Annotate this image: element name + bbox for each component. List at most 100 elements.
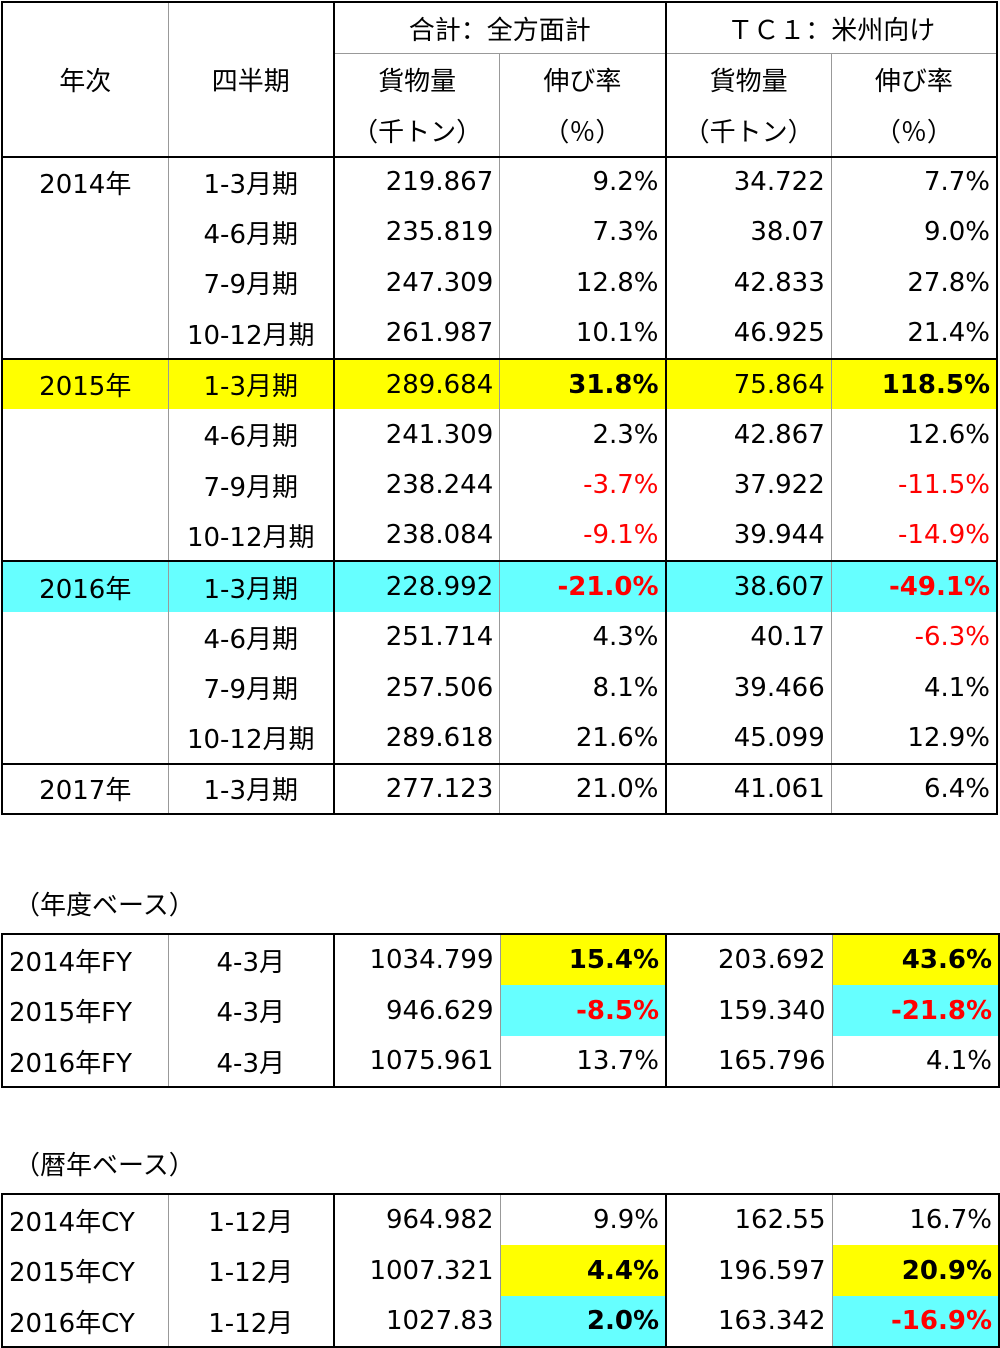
quarterly-table: 年次 四半期 合計：全方面計 ＴＣ１：米州向け 貨物量 伸び率 貨物量 伸び率 …: [1, 1, 998, 816]
cell-quarter: 1-3月期: [167, 156, 334, 208]
cell-growth-total: 9.2%: [499, 156, 666, 208]
cell-volume-tc1: 42.867: [664, 409, 832, 461]
cell-period: 4-3月: [167, 985, 334, 1036]
cell-volume-total: 257.506: [333, 662, 500, 714]
cell-growth-tc1: 16.7%: [831, 1194, 999, 1245]
cell-volume-tc1: 159.340: [665, 985, 832, 1036]
cell-year: 2016年: [1, 560, 168, 612]
table-row: 10-12月期 289.618 21.6% 45.099 12.9%: [1, 713, 997, 764]
cell-growth-total: 21.6%: [499, 713, 666, 764]
cell-growth-tc1: 12.9%: [830, 713, 997, 764]
cell-growth-tc1: 4.1%: [830, 662, 997, 714]
cell-year: [1, 308, 168, 359]
table-row: 2015年 1-3月期 289.684 31.8% 75.864 118.5%: [1, 357, 997, 410]
cell-growth-total: 31.8%: [499, 357, 666, 410]
cell-growth-tc1: -49.1%: [830, 560, 997, 612]
cell-year: 2016年CY: [1, 1296, 168, 1347]
cell-growth-tc1: 7.7%: [830, 156, 997, 208]
cell-growth-total: 12.8%: [499, 257, 666, 309]
table-row: 2014年FY 4-3月 1034.799 15.4% 203.692 43.6%: [1, 934, 999, 985]
fy-table: 2014年FY 4-3月 1034.799 15.4% 203.692 43.6% 2015…: [1, 933, 1000, 1088]
table-row: 4-6月期 241.309 2.3% 42.867 12.6%: [1, 409, 997, 461]
cell-volume-total: 964.982: [333, 1194, 500, 1245]
cell-volume-total: 289.618: [333, 713, 500, 764]
cell-growth-total: 2.3%: [499, 409, 666, 461]
header-growth-total: 伸び率: [499, 53, 666, 105]
cell-growth-total: 9.9%: [499, 1194, 666, 1245]
cell-period: 1-12月: [167, 1245, 334, 1296]
cell-quarter: 7-9月期: [167, 257, 334, 309]
cell-volume-tc1: 162.55: [665, 1194, 832, 1245]
table-row: 2016年CY 1-12月 1027.83 2.0% 163.342 -16.9%: [1, 1296, 999, 1347]
cell-quarter: 10-12月期: [167, 308, 334, 359]
cell-year: 2015年: [1, 357, 168, 410]
table-row: 10-12月期 261.987 10.1% 46.925 21.4%: [1, 308, 997, 359]
header-year: 年次: [1, 2, 168, 158]
header-group-tc1: ＴＣ１：米州向け: [664, 2, 997, 54]
cell-growth-total: 15.4%: [499, 934, 666, 985]
cell-year: 2014年: [1, 156, 168, 208]
header-volume-total: 貨物量: [333, 53, 500, 105]
cell-growth-total: 21.0%: [499, 762, 666, 815]
header-group-total: 合計：全方面計: [333, 2, 666, 54]
cell-quarter: 7-9月期: [167, 460, 334, 511]
cell-volume-total: 228.992: [333, 560, 500, 612]
cell-growth-tc1: 21.4%: [830, 308, 997, 359]
cell-year: [1, 662, 168, 714]
cy-section-label: （暦年ベース）: [14, 1151, 195, 1181]
fy-section-label: （年度ベース）: [14, 891, 195, 921]
cell-growth-tc1: -14.9%: [830, 510, 997, 562]
cell-quarter: 10-12月期: [167, 510, 334, 562]
cell-volume-tc1: 38.07: [664, 207, 832, 258]
cell-growth-total: 4.4%: [499, 1245, 666, 1296]
cell-quarter: 4-6月期: [167, 207, 334, 258]
cell-growth-tc1: 6.4%: [830, 762, 997, 815]
cell-growth-tc1: -11.5%: [830, 460, 997, 511]
cell-year: [1, 611, 168, 663]
cell-volume-tc1: 46.925: [664, 308, 832, 359]
cell-volume-total: 219.867: [333, 156, 500, 208]
cell-growth-tc1: 43.6%: [831, 934, 999, 985]
cell-volume-total: 289.684: [333, 357, 500, 410]
table-row: 7-9月期 257.506 8.1% 39.466 4.1%: [1, 662, 997, 714]
cell-volume-total: 238.084: [333, 510, 500, 562]
cell-growth-tc1: -16.9%: [831, 1296, 999, 1347]
cell-volume-tc1: 34.722: [664, 156, 832, 208]
cell-year: [1, 713, 168, 764]
cell-growth-tc1: 20.9%: [831, 1245, 999, 1296]
cell-year: [1, 460, 168, 511]
cell-growth-total: -8.5%: [499, 985, 666, 1036]
cell-growth-tc1: -6.3%: [830, 611, 997, 663]
cell-growth-total: 13.7%: [499, 1036, 666, 1087]
cell-volume-tc1: 40.17: [664, 611, 832, 663]
cell-volume-total: 1034.799: [333, 934, 500, 985]
cell-volume-total: 277.123: [333, 762, 500, 815]
table-row: 4-6月期 251.714 4.3% 40.17 -6.3%: [1, 611, 997, 663]
cell-growth-tc1: 27.8%: [830, 257, 997, 309]
cell-growth-tc1: 9.0%: [830, 207, 997, 258]
table-row: 4-6月期 235.819 7.3% 38.07 9.0%: [1, 207, 997, 258]
cell-growth-total: 10.1%: [499, 308, 666, 359]
header-growth-tc1: 伸び率: [830, 53, 997, 105]
cell-quarter: 7-9月期: [167, 662, 334, 714]
cell-volume-tc1: 42.833: [664, 257, 832, 309]
cell-volume-tc1: 41.061: [664, 762, 832, 815]
table-row: 7-9月期 247.309 12.8% 42.833 27.8%: [1, 257, 997, 309]
cell-growth-total: -21.0%: [499, 560, 666, 612]
cell-volume-tc1: 37.922: [664, 460, 832, 511]
cell-quarter: 10-12月期: [167, 713, 334, 764]
cell-volume-total: 251.714: [333, 611, 500, 663]
cell-volume-total: 946.629: [333, 985, 500, 1036]
header-growth-unit-tc1: （％）: [830, 105, 997, 158]
table-row: 2016年 1-3月期 228.992 -21.0% 38.607 -49.1%: [1, 560, 997, 612]
cell-year: [1, 409, 168, 461]
header-volume-unit-total: （千トン）: [333, 105, 500, 158]
header-quarter: 四半期: [167, 2, 334, 158]
cell-growth-tc1: -21.8%: [831, 985, 999, 1036]
cell-growth-total: 8.1%: [499, 662, 666, 714]
cell-growth-total: 2.0%: [499, 1296, 666, 1347]
cell-growth-tc1: 4.1%: [831, 1036, 999, 1087]
cell-year: 2017年: [1, 762, 168, 815]
table-row: 2015年FY 4-3月 946.629 -8.5% 159.340 -21.8%: [1, 985, 999, 1036]
cell-year: [1, 207, 168, 258]
